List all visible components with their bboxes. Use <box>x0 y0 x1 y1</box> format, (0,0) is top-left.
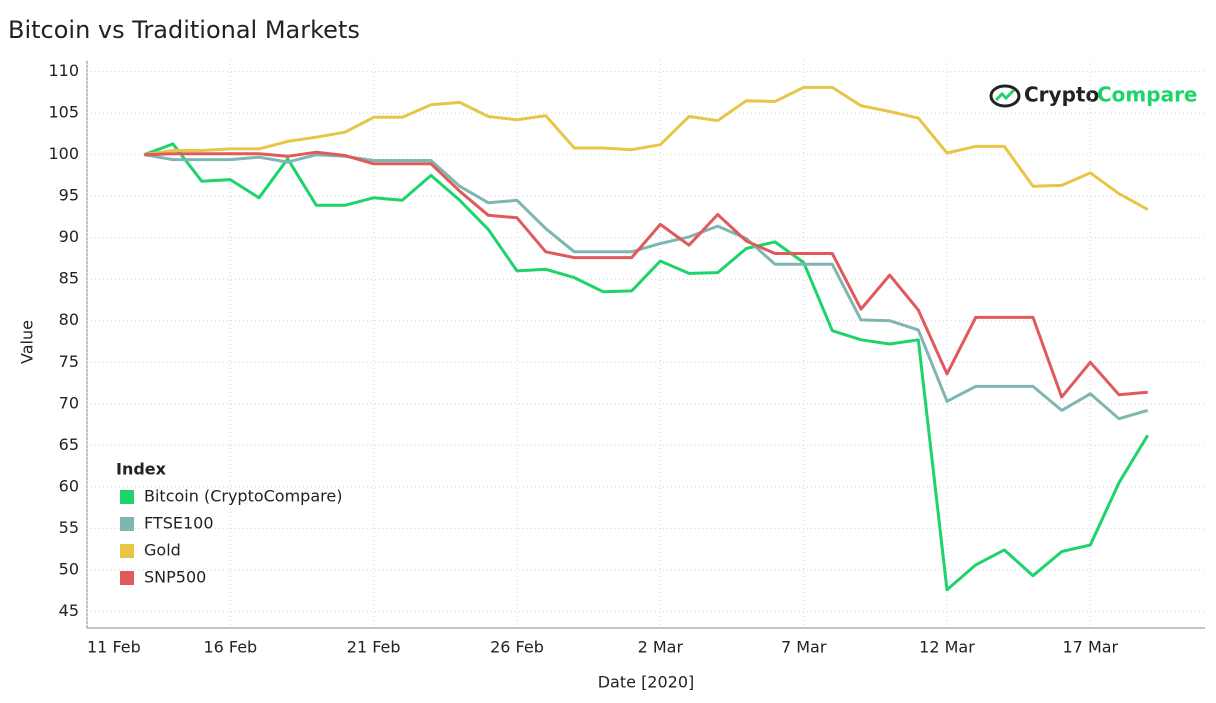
y-tick-label: 65 <box>59 435 79 454</box>
y-tick-label: 85 <box>59 269 79 288</box>
y-tick-label: 80 <box>59 310 79 329</box>
x-tick-label: 11 Feb <box>87 638 141 657</box>
y-tick-label: 50 <box>59 559 79 578</box>
x-tick-label: 2 Mar <box>638 638 684 657</box>
y-tick-label: 105 <box>48 103 79 122</box>
x-tick-label: 12 Mar <box>919 638 975 657</box>
logo-icon <box>989 84 1021 108</box>
y-tick-label: 90 <box>59 227 79 246</box>
chart-title: Bitcoin vs Traditional Markets <box>8 16 360 44</box>
series-line <box>144 153 1149 421</box>
y-tick-label: 75 <box>59 352 79 371</box>
legend-swatch <box>120 490 134 504</box>
series-line <box>144 150 1148 399</box>
logo-text: Compare <box>1097 83 1198 107</box>
logo-icon <box>994 88 1016 102</box>
legend-title: Index <box>116 460 167 479</box>
legend-swatch <box>120 544 134 558</box>
legend-label: SNP500 <box>144 568 206 587</box>
y-tick-label: 110 <box>48 61 79 80</box>
x-tick-label: 21 Feb <box>347 638 401 657</box>
x-tick-label: 26 Feb <box>490 638 544 657</box>
legend-label: Gold <box>144 541 181 560</box>
y-tick-label: 70 <box>59 393 79 412</box>
x-tick-label: 17 Mar <box>1063 638 1119 657</box>
x-tick-label: 7 Mar <box>781 638 827 657</box>
legend-label: FTSE100 <box>144 514 214 533</box>
y-tick-label: 95 <box>59 186 79 205</box>
logo: Crypto Compare <box>989 83 1198 108</box>
x-tick-label: 16 Feb <box>203 638 257 657</box>
y-tick-label: 60 <box>59 476 79 495</box>
series-line <box>144 85 1149 211</box>
y-axis-label: Value <box>18 320 37 364</box>
y-tick-label: 55 <box>59 518 79 537</box>
x-axis-label: Date [2020] <box>598 673 695 692</box>
y-tick-label: 100 <box>48 144 79 163</box>
y-tick-label: 45 <box>59 601 79 620</box>
legend-label: Bitcoin (CryptoCompare) <box>144 487 342 506</box>
legend-swatch <box>120 517 134 531</box>
logo-text: Crypto <box>1024 83 1099 107</box>
legend-swatch <box>120 571 134 585</box>
series-line <box>143 142 1149 592</box>
